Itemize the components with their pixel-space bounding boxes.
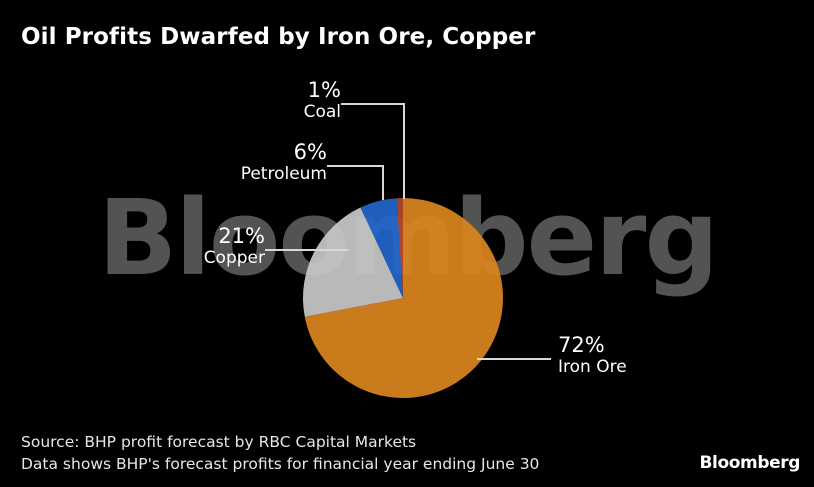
- leader-line-copper: [265, 249, 348, 251]
- page-title: Oil Profits Dwarfed by Iron Ore, Copper: [21, 24, 536, 50]
- footer-source-line: Source: BHP profit forecast by RBC Capit…: [21, 433, 417, 451]
- pie-slice-copper: [302, 207, 403, 317]
- pie-label-coal-percent: 1%: [307, 78, 341, 102]
- pie-slice-coal: [396, 198, 403, 298]
- pie-slice-iron-ore: [304, 198, 503, 398]
- leader-line-iron-ore: [477, 358, 551, 360]
- pie-label-petroleum-name: Petroleum: [240, 163, 327, 184]
- pie-label-copper-percent: 21%: [218, 224, 265, 248]
- pie-label-petroleum-percent: 6%: [293, 140, 327, 164]
- pie-label-iron-ore-percent: 72%: [558, 333, 605, 357]
- pie-slices: [302, 198, 503, 398]
- pie-label-petroleum: 6% Petroleum: [167, 140, 327, 184]
- pie-label-iron-ore: 72% Iron Ore: [558, 333, 698, 377]
- leader-line-coal-vertical: [403, 103, 405, 199]
- pie-label-iron-ore-name: Iron Ore: [558, 356, 627, 377]
- leader-line-petroleum-vertical: [382, 165, 384, 200]
- pie-chart: [302, 198, 503, 398]
- footer-note-line: Data shows BHP's forecast profits for fi…: [21, 455, 540, 473]
- leader-line-coal-horizontal: [341, 103, 405, 105]
- pie-slice-petroleum: [360, 198, 403, 298]
- pie-label-coal: 1% Coal: [221, 78, 341, 122]
- pie-label-copper: 21% Copper: [145, 224, 265, 268]
- footer: Source: BHP profit forecast by RBC Capit…: [21, 431, 539, 475]
- pie-label-copper-name: Copper: [203, 247, 265, 268]
- bloomberg-logo: Bloomberg: [699, 453, 800, 473]
- plot-area: 1% Coal 6% Petroleum 21% Copper 72% Iron…: [0, 60, 814, 410]
- leader-line-petroleum-horizontal: [327, 165, 384, 167]
- pie-label-coal-name: Coal: [303, 101, 341, 122]
